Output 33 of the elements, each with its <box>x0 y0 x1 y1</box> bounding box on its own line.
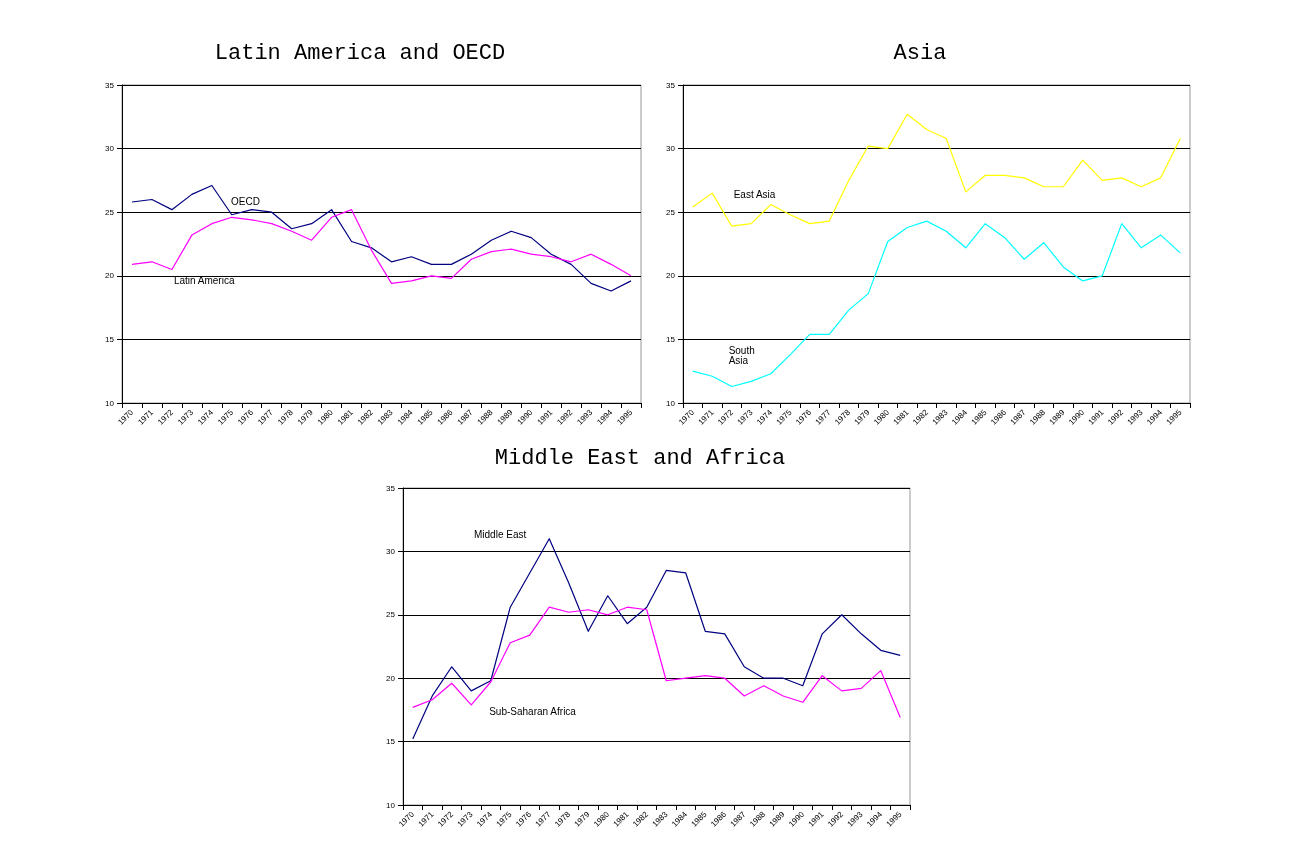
y-tick-label: 35 <box>666 80 676 90</box>
y-tick-label: 30 <box>386 546 396 556</box>
y-tick-label: 15 <box>105 334 115 344</box>
line-series <box>412 606 901 719</box>
y-tick-label: 20 <box>386 673 396 683</box>
y-tick-label: 20 <box>666 271 676 281</box>
y-tick-label: 35 <box>105 80 115 90</box>
series-label: OECD <box>230 195 260 207</box>
y-tick-label: 15 <box>666 334 676 344</box>
line-series <box>131 184 632 292</box>
y-tick-label: 10 <box>105 398 115 408</box>
line-series <box>692 220 1181 388</box>
chart-title: Middle East and Africa <box>494 445 786 471</box>
series-label: Sub-Saharan Africa <box>489 706 577 718</box>
y-tick-label: 30 <box>105 144 115 154</box>
series-label: South Asia <box>728 345 758 367</box>
y-tick-label: 20 <box>105 271 115 281</box>
series-label: Latin America <box>173 275 235 287</box>
y-tick-label: 25 <box>105 207 115 217</box>
series-label: East Asia <box>733 189 776 201</box>
series-label: Middle East <box>473 528 527 540</box>
y-tick-label: 35 <box>386 483 396 493</box>
y-tick-label: 10 <box>666 398 676 408</box>
y-tick-label: 25 <box>386 610 396 620</box>
y-tick-label: 30 <box>666 144 676 154</box>
y-tick-label: 15 <box>386 737 396 747</box>
chart-title: Asia <box>893 40 947 66</box>
line-series <box>692 113 1181 227</box>
y-tick-label: 10 <box>386 800 396 810</box>
chart-title: Latin America and OECD <box>214 40 506 66</box>
line-series <box>412 538 901 740</box>
y-tick-label: 25 <box>666 207 676 217</box>
line-series <box>131 209 632 285</box>
